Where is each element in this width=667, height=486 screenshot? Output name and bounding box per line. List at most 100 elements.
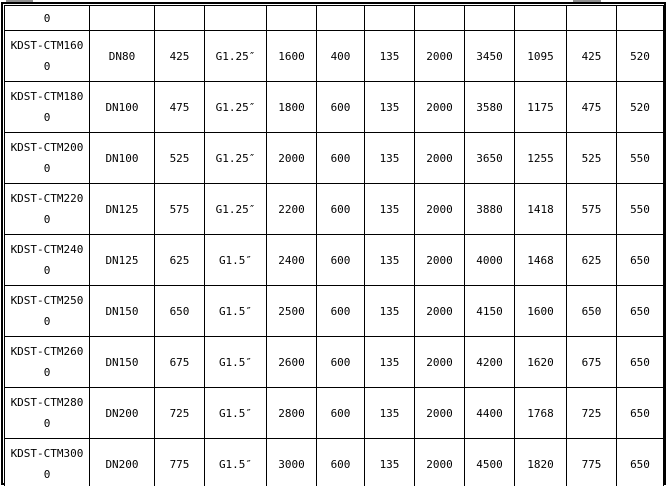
table-cell: 4000 bbox=[464, 234, 515, 286]
spec-table: 0 KDST-CTM1600 DN80 425 G1.25″ 1600 400 135 2000… bbox=[4, 5, 664, 486]
table-cell: G1.25″ bbox=[204, 81, 267, 133]
model-cell: KDST-CTM3000 bbox=[4, 438, 90, 486]
table-cell: 520 bbox=[616, 81, 664, 133]
table-cell: G1.25″ bbox=[204, 30, 267, 82]
table-cell: 650 bbox=[616, 285, 664, 337]
table-cell: 2000 bbox=[414, 183, 465, 235]
table-row: KDST-CTM1800 DN100 475 G1.25″ 1800 600 135 2000… bbox=[4, 81, 664, 133]
table-cell: 600 bbox=[316, 183, 365, 235]
table-cell: 1620 bbox=[514, 336, 567, 388]
model-label: KDST-CTM1800 bbox=[10, 90, 84, 124]
table-cell: 2800 bbox=[266, 387, 317, 439]
table-cell bbox=[364, 5, 415, 31]
table-cell: 600 bbox=[316, 81, 365, 133]
table-cell: DN200 bbox=[89, 387, 155, 439]
table-cell: 1418 bbox=[514, 183, 567, 235]
table-cell: DN150 bbox=[89, 285, 155, 337]
model-cell: KDST-CTM1800 bbox=[4, 81, 90, 133]
table-cell: 2000 bbox=[414, 336, 465, 388]
table-row: KDST-CTM2400 DN125 625 G1.5″ 2400 600 135 2000 4… bbox=[4, 234, 664, 286]
table-cell: 600 bbox=[316, 438, 365, 486]
model-label: KDST-CTM2000 bbox=[10, 141, 84, 175]
table-cell bbox=[514, 5, 567, 31]
table-cell: 2600 bbox=[266, 336, 317, 388]
table-cell: DN150 bbox=[89, 336, 155, 388]
table-row: KDST-CTM2600 DN150 675 G1.5″ 2600 600 135 2000 4… bbox=[4, 336, 664, 388]
table-cell: 1600 bbox=[266, 30, 317, 82]
table-row: KDST-CTM1600 DN80 425 G1.25″ 1600 400 135 2000 3… bbox=[4, 30, 664, 82]
clipped-top-row: 0 bbox=[4, 5, 664, 31]
table-cell: 2000 bbox=[414, 30, 465, 82]
table-cell: 675 bbox=[566, 336, 617, 388]
table-cell: DN125 bbox=[89, 183, 155, 235]
model-label: KDST-CTM2200 bbox=[10, 192, 84, 226]
table-cell: 4200 bbox=[464, 336, 515, 388]
table-cell: 525 bbox=[154, 132, 205, 184]
table-cell: 2200 bbox=[266, 183, 317, 235]
table-cell: 550 bbox=[616, 132, 664, 184]
table-cell: 725 bbox=[566, 387, 617, 439]
model-cell: KDST-CTM2800 bbox=[4, 387, 90, 439]
table-cell: 1768 bbox=[514, 387, 567, 439]
table-cell: 4500 bbox=[464, 438, 515, 486]
table-cell: 135 bbox=[364, 336, 415, 388]
table-cell: 575 bbox=[566, 183, 617, 235]
table-cell: 1175 bbox=[514, 81, 567, 133]
table-cell: 4400 bbox=[464, 387, 515, 439]
model-label: KDST-CTM2500 bbox=[10, 294, 84, 328]
table-cell: 2400 bbox=[266, 234, 317, 286]
table-cell: DN200 bbox=[89, 438, 155, 486]
table-cell: G1.5″ bbox=[204, 336, 267, 388]
model-cell: KDST-CTM2200 bbox=[4, 183, 90, 235]
model-label: KDST-CTM3000 bbox=[10, 447, 84, 481]
table-cell: G1.25″ bbox=[204, 183, 267, 235]
model-cell: KDST-CTM2000 bbox=[4, 132, 90, 184]
table-cell: 425 bbox=[566, 30, 617, 82]
table-cell bbox=[266, 5, 317, 31]
table-cell bbox=[414, 5, 465, 31]
table-cell: 2000 bbox=[414, 387, 465, 439]
table-cell: 2000 bbox=[414, 132, 465, 184]
spec-table-body: 0 KDST-CTM1600 DN80 425 G1.25″ 1600 400 135 2000… bbox=[4, 5, 664, 486]
table-cell: 520 bbox=[616, 30, 664, 82]
model-cell: KDST-CTM2400 bbox=[4, 234, 90, 286]
table-cell: 1095 bbox=[514, 30, 567, 82]
table-cell bbox=[316, 5, 365, 31]
table-cell: 2000 bbox=[266, 132, 317, 184]
table-cell: 135 bbox=[364, 183, 415, 235]
table-cell: 575 bbox=[154, 183, 205, 235]
model-cell: KDST-CTM2600 bbox=[4, 336, 90, 388]
table-cell: 135 bbox=[364, 132, 415, 184]
table-cell: 135 bbox=[364, 81, 415, 133]
table-cell: 650 bbox=[616, 234, 664, 286]
table-cell: 4150 bbox=[464, 285, 515, 337]
table-cell: 3580 bbox=[464, 81, 515, 133]
model-label: KDST-CTM2400 bbox=[10, 243, 84, 277]
table-cell: G1.25″ bbox=[204, 132, 267, 184]
table-cell: 400 bbox=[316, 30, 365, 82]
top-edge-clipped-artifact-left bbox=[6, 0, 33, 3]
table-cell: 600 bbox=[316, 132, 365, 184]
table-cell: 135 bbox=[364, 387, 415, 439]
table-cell: 1255 bbox=[514, 132, 567, 184]
table-cell: 650 bbox=[616, 438, 664, 486]
table-cell: 1600 bbox=[514, 285, 567, 337]
table-cell: 135 bbox=[364, 234, 415, 286]
table-cell: 650 bbox=[616, 387, 664, 439]
table-cell: 0 bbox=[4, 5, 90, 31]
table-cell: 600 bbox=[316, 387, 365, 439]
table-cell: 525 bbox=[566, 132, 617, 184]
table-cell bbox=[566, 5, 617, 31]
table-cell: 1468 bbox=[514, 234, 567, 286]
model-cell: KDST-CTM2500 bbox=[4, 285, 90, 337]
table-cell: 3450 bbox=[464, 30, 515, 82]
table-cell: 135 bbox=[364, 438, 415, 486]
table-cell: 775 bbox=[566, 438, 617, 486]
table-cell bbox=[204, 5, 267, 31]
table-cell: 135 bbox=[364, 285, 415, 337]
top-edge-clipped-artifact-right bbox=[573, 0, 601, 3]
table-cell: DN100 bbox=[89, 81, 155, 133]
table-cell: 2000 bbox=[414, 81, 465, 133]
